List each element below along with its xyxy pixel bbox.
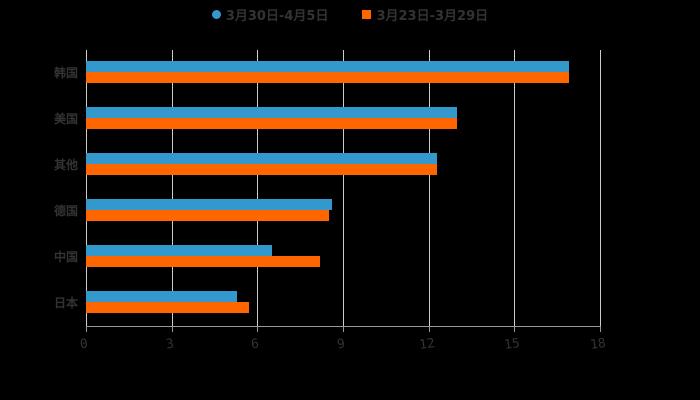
- legend-item-series-2[interactable]: 3月23日-3月29日: [362, 5, 488, 24]
- gridline: [171, 50, 173, 326]
- x-tick-label: 0: [79, 336, 89, 353]
- category-label: 美国: [53, 112, 78, 126]
- gridline: [86, 50, 87, 326]
- gridline: [343, 50, 344, 326]
- gridline: [428, 50, 430, 326]
- chart-legend: 3月30日-4月5日 3月23日-3月29日: [0, 4, 700, 24]
- bar[interactable]: [86, 61, 569, 72]
- x-tick-label: 15: [503, 335, 522, 354]
- x-tick: [514, 326, 516, 332]
- category-label: 其他: [53, 158, 78, 172]
- x-tick: [257, 326, 259, 332]
- legend-label: 3月23日-3月29日: [376, 8, 489, 24]
- x-tick-label: 12: [417, 335, 436, 354]
- bar[interactable]: [86, 153, 438, 164]
- legend-label: 3月30日-4月5日: [225, 8, 329, 24]
- bar[interactable]: [86, 291, 238, 302]
- category-label: 德国: [53, 204, 78, 218]
- square-marker-icon: [362, 9, 372, 19]
- x-tick-label: 6: [250, 336, 261, 353]
- gridline: [257, 50, 259, 326]
- gridline: [600, 50, 601, 326]
- bar[interactable]: [86, 199, 332, 210]
- bar[interactable]: [86, 107, 458, 118]
- category-label: 日本: [53, 296, 78, 310]
- bar[interactable]: [86, 164, 438, 175]
- x-tick: [86, 326, 87, 332]
- circle-marker-icon: [211, 9, 221, 19]
- x-tick: [600, 326, 601, 332]
- x-tick: [428, 326, 430, 332]
- bar[interactable]: [86, 245, 272, 256]
- x-tick: [343, 326, 344, 332]
- bar[interactable]: [86, 72, 569, 83]
- x-tick: [171, 326, 173, 332]
- x-tick-label: 3: [164, 336, 175, 353]
- legend-item-series-1[interactable]: 3月30日-4月5日: [211, 5, 329, 24]
- bar[interactable]: [86, 118, 458, 129]
- bar[interactable]: [86, 210, 329, 221]
- gridline: [514, 50, 516, 326]
- category-label: 中国: [53, 250, 78, 264]
- x-tick-label: 18: [589, 335, 607, 354]
- bar[interactable]: [86, 302, 249, 313]
- bar[interactable]: [86, 256, 321, 267]
- plot-area: 韩国美国其他德国中国日本: [54, 50, 601, 326]
- category-label: 韩国: [53, 66, 78, 80]
- x-tick-label: 9: [336, 336, 346, 353]
